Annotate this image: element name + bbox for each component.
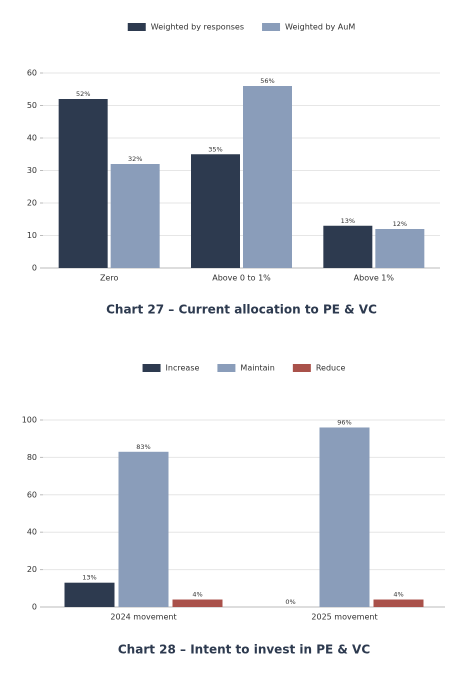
x-tick-label: Above 1% <box>354 274 395 283</box>
legend-label: Weighted by responses <box>151 23 244 32</box>
legend: Weighted by responses Weighted by AuM <box>127 23 355 32</box>
legend-swatch <box>142 364 161 372</box>
bar <box>58 99 108 268</box>
y-tick-label: 20 <box>27 199 37 208</box>
bar <box>373 599 424 607</box>
value-label: 96% <box>337 418 351 426</box>
y-tick-label: 50 <box>27 101 37 110</box>
bar <box>243 86 292 268</box>
value-label: 35% <box>208 145 222 153</box>
y-tick-label: 60 <box>27 69 37 78</box>
value-label: 13% <box>82 574 96 582</box>
y-tick-label: 60 <box>27 490 37 499</box>
bar <box>172 599 223 607</box>
legend-swatch <box>127 23 146 31</box>
y-tick-label: 20 <box>27 565 37 574</box>
value-label: 32% <box>128 155 142 163</box>
y-tick-label: 0 <box>32 264 37 273</box>
legend-swatch <box>262 23 281 31</box>
legend-label: Maintain <box>240 364 274 373</box>
y-tick-label: 0 <box>32 603 37 612</box>
chart-title: Chart 28 – Intent to invest in PE & VC <box>118 643 370 657</box>
legend-swatch <box>292 364 311 372</box>
chart-title: Chart 27 – Current allocation to PE & VC <box>106 303 377 317</box>
y-tick-label: 40 <box>27 528 37 537</box>
x-tick-label: 2024 movement <box>110 613 176 622</box>
legend: Increase Maintain Reduce <box>142 364 346 373</box>
y-tick-label: 40 <box>27 134 37 143</box>
bar <box>110 164 160 268</box>
value-label: 83% <box>136 443 150 451</box>
y-tick-label: 10 <box>27 231 37 240</box>
legend-swatch <box>217 364 236 372</box>
bar <box>118 451 169 607</box>
legend-label: Weighted by AuM <box>285 23 355 32</box>
x-tick-label: Above 0 to 1% <box>212 274 271 283</box>
y-tick-label: 30 <box>27 166 37 175</box>
value-label: 4% <box>393 591 403 599</box>
y-tick-label: 100 <box>22 416 37 425</box>
bar <box>319 427 370 607</box>
y-tick-label: 80 <box>27 453 37 462</box>
legend-label: Increase <box>166 364 200 373</box>
bar <box>323 225 373 268</box>
bar <box>191 154 240 268</box>
legend-label: Reduce <box>316 364 346 373</box>
bar <box>375 229 425 268</box>
value-label: 12% <box>393 220 407 228</box>
bar <box>64 582 115 607</box>
value-label: 56% <box>260 77 274 85</box>
value-label: 52% <box>76 90 90 98</box>
value-label: 13% <box>341 217 355 225</box>
x-tick-label: Zero <box>100 274 119 283</box>
value-label: 0% <box>285 598 295 606</box>
value-label: 4% <box>192 591 202 599</box>
x-tick-label: 2025 movement <box>311 613 377 622</box>
